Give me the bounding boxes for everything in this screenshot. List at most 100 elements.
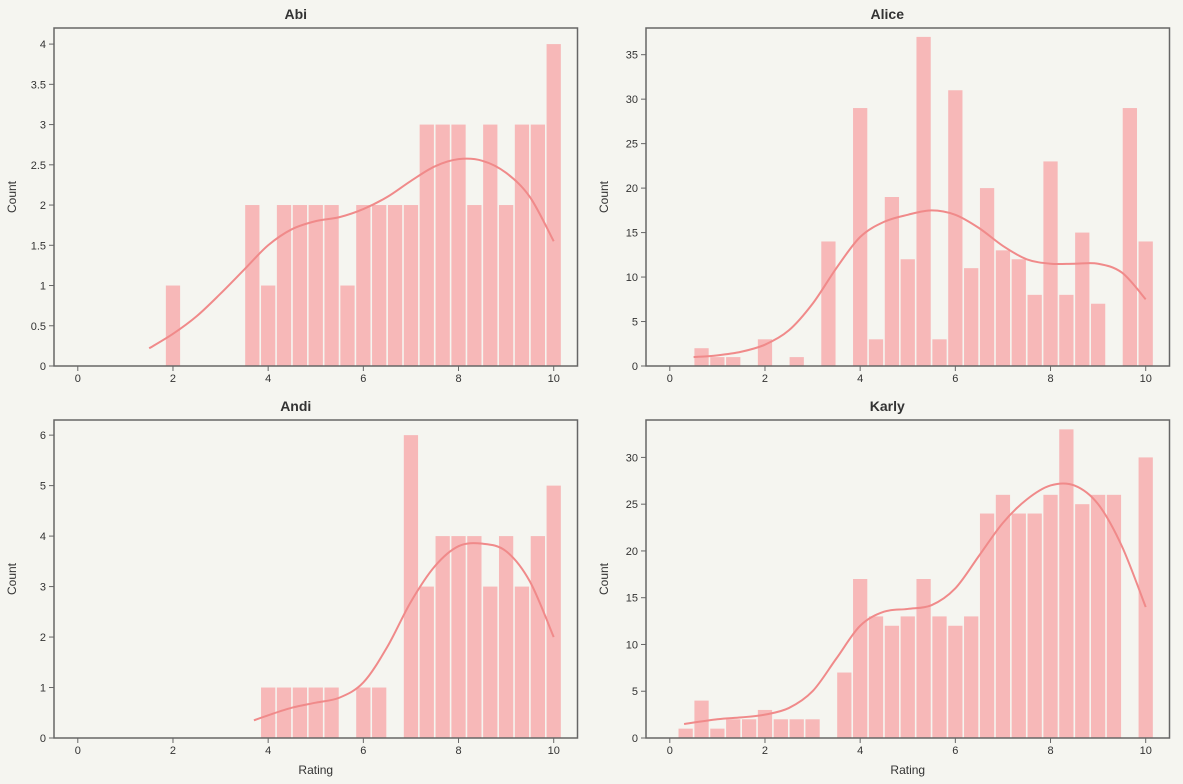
x-axis: 0246810 <box>666 366 1151 385</box>
y-axis: 00.511.522.533.54 <box>31 39 54 373</box>
bar <box>404 205 418 366</box>
bar <box>388 205 402 366</box>
bars <box>678 429 1152 738</box>
bar <box>499 536 513 738</box>
x-tick-label: 4 <box>265 745 271 757</box>
panel-abi: Abi024681000.511.522.533.54Count <box>0 0 592 392</box>
bars <box>166 44 561 366</box>
x-tick-label: 6 <box>952 745 958 757</box>
x-tick-label: 8 <box>1047 373 1053 385</box>
x-tick-label: 6 <box>360 745 366 757</box>
bar <box>293 205 307 366</box>
y-tick-label: 0 <box>631 733 637 745</box>
y-tick-label: 15 <box>625 228 637 240</box>
y-tick-label: 3 <box>40 582 46 594</box>
y-tick-label: 30 <box>625 94 637 106</box>
y-tick-label: 2 <box>40 632 46 644</box>
y-tick-label: 5 <box>631 317 637 329</box>
chart-svg: 024681000.511.522.533.54Count <box>0 0 592 392</box>
panel-title: Alice <box>592 6 1183 22</box>
bar <box>726 357 740 366</box>
bar <box>710 357 724 366</box>
bar <box>1027 295 1041 366</box>
bar <box>916 37 930 366</box>
bar <box>868 616 882 738</box>
bar <box>372 688 386 738</box>
bar <box>420 587 434 738</box>
y-tick-label: 1 <box>40 281 46 293</box>
bar <box>467 205 481 366</box>
chart-svg: 0246810051015202530CountRating <box>592 392 1183 784</box>
bar <box>1138 241 1152 366</box>
bar <box>309 688 323 738</box>
bar <box>1043 495 1057 738</box>
y-axis: 0123456 <box>40 430 54 745</box>
bar <box>726 719 740 738</box>
bar <box>547 44 561 366</box>
x-tick-label: 8 <box>455 745 461 757</box>
y-tick-label: 3.5 <box>31 79 46 91</box>
bar <box>678 729 692 738</box>
y-tick-label: 4 <box>40 531 46 543</box>
x-tick-label: 4 <box>265 373 271 385</box>
bar <box>837 673 851 738</box>
y-tick-label: 20 <box>625 183 637 195</box>
x-tick-label: 10 <box>548 745 560 757</box>
bar <box>773 719 787 738</box>
bar <box>979 514 993 738</box>
y-tick-label: 15 <box>625 593 637 605</box>
bar <box>821 241 835 366</box>
bar <box>451 536 465 738</box>
x-tick-label: 8 <box>1047 745 1053 757</box>
bar <box>531 125 545 366</box>
bar <box>853 579 867 738</box>
chart-svg: 02468100123456CountRating <box>0 392 592 784</box>
bar <box>293 688 307 738</box>
x-tick-label: 0 <box>75 745 81 757</box>
bar <box>547 486 561 738</box>
bar <box>1059 429 1073 738</box>
x-tick-label: 2 <box>170 373 176 385</box>
bar <box>277 205 291 366</box>
y-tick-label: 1.5 <box>31 240 46 252</box>
y-tick-label: 6 <box>40 430 46 442</box>
bar <box>1090 495 1104 738</box>
x-tick-label: 6 <box>952 373 958 385</box>
bar <box>531 536 545 738</box>
y-tick-label: 10 <box>625 272 637 284</box>
chart-svg: 024681005101520253035Count <box>592 0 1183 392</box>
bar <box>166 286 180 366</box>
bar <box>1090 304 1104 366</box>
bar <box>964 616 978 738</box>
bar <box>1027 514 1041 738</box>
y-tick-label: 4 <box>40 39 46 51</box>
bars <box>261 435 561 738</box>
y-tick-label: 0 <box>40 733 46 745</box>
bar <box>884 197 898 366</box>
x-axis-label: Rating <box>890 763 925 777</box>
x-tick-label: 10 <box>548 373 560 385</box>
bar <box>1011 514 1025 738</box>
bar <box>694 701 708 738</box>
y-tick-label: 25 <box>625 139 637 151</box>
bar <box>404 435 418 738</box>
x-tick-label: 2 <box>170 745 176 757</box>
y-axis-label: Count <box>597 562 611 595</box>
panel-andi: Andi02468100123456CountRating <box>0 392 592 784</box>
y-tick-label: 1 <box>40 683 46 695</box>
y-tick-label: 10 <box>625 639 637 651</box>
y-axis: 05101520253035 <box>625 50 645 373</box>
bar <box>1011 259 1025 366</box>
bar <box>884 626 898 738</box>
bar <box>515 125 529 366</box>
y-tick-label: 5 <box>631 686 637 698</box>
y-axis-label: Count <box>597 180 611 213</box>
y-tick-label: 25 <box>625 499 637 511</box>
bar <box>499 205 513 366</box>
x-tick-label: 8 <box>455 373 461 385</box>
y-tick-label: 35 <box>625 50 637 62</box>
bar <box>515 587 529 738</box>
bar <box>261 286 275 366</box>
y-tick-label: 20 <box>625 546 637 558</box>
bar <box>948 626 962 738</box>
